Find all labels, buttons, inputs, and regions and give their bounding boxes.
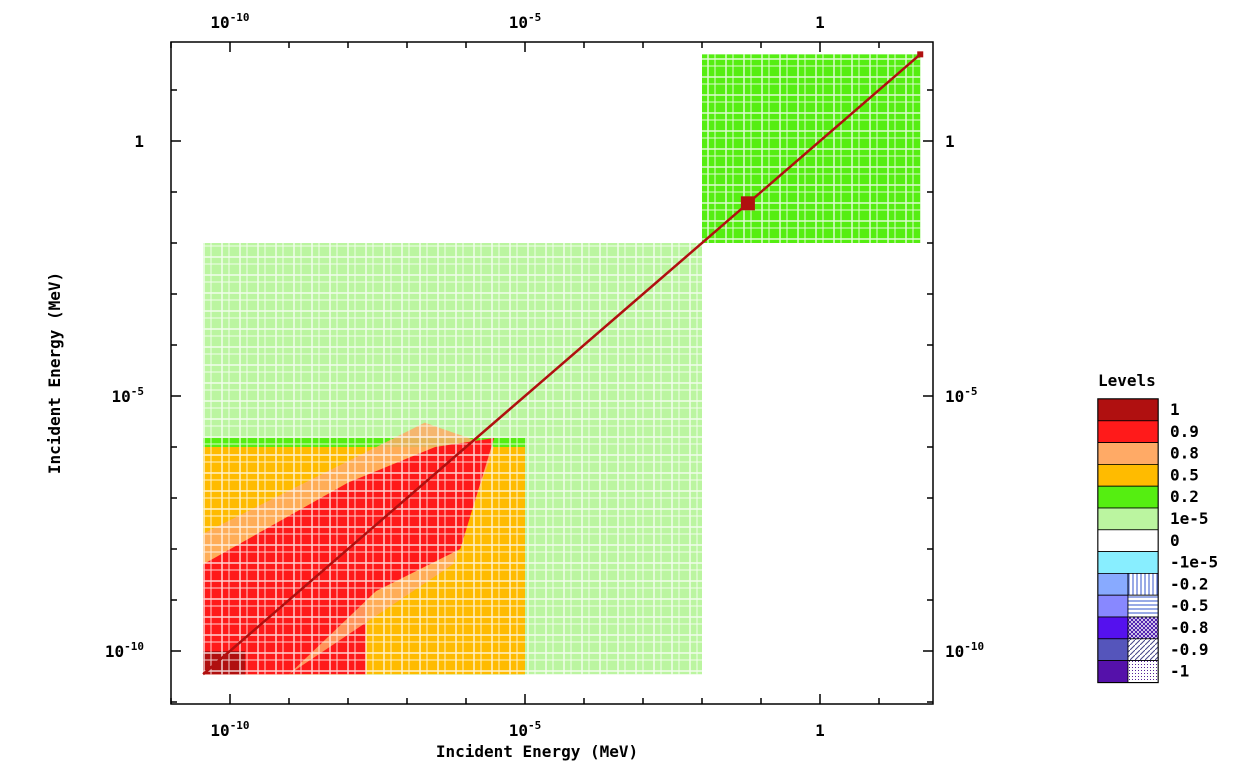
legend-label: 1e-5	[1170, 509, 1209, 528]
legend-label: -0.9	[1170, 640, 1209, 659]
legend-swatch	[1097, 442, 1159, 465]
legend-label: 0.2	[1170, 487, 1199, 506]
legend-label: 0.5	[1170, 465, 1199, 484]
legend-item: -0.8	[1097, 616, 1209, 640]
diagonal-endpoint	[917, 51, 924, 58]
legend-swatch	[1097, 551, 1159, 574]
legend-swatch	[1097, 398, 1159, 422]
diagonal-line	[202, 53, 922, 676]
x-tick-label-bottom: 1	[815, 721, 825, 740]
legend-item: -0.2	[1097, 573, 1209, 596]
legend: Levels 1 0.9 0.8 0.5 0.2 1e-5 0 -1e-5 -0.2 -0.5 -0…	[1097, 371, 1218, 684]
diagonal-hotspot	[740, 196, 755, 211]
legend-item: 0.5	[1097, 463, 1199, 487]
legend-item: -1	[1097, 660, 1189, 683]
legend-pattern	[1127, 638, 1159, 661]
legend-item: 0	[1097, 529, 1180, 552]
legend-item: 0.8	[1097, 442, 1199, 465]
y-tick-label-left: 1	[134, 132, 144, 151]
x-tick-label-top: 10-10	[210, 11, 249, 32]
legend-swatch	[1097, 463, 1159, 487]
x-tick-label-top: 10-5	[509, 11, 542, 32]
legend-title: Levels	[1098, 371, 1156, 390]
legend-swatch	[1097, 638, 1129, 661]
plot-area	[202, 51, 924, 676]
y-tick-label-right: 10-10	[945, 640, 984, 661]
y-tick-label-right: 1	[945, 132, 955, 151]
axis-ticks	[170, 42, 933, 704]
legend-swatch	[1097, 420, 1159, 443]
legend-item: -0.5	[1097, 594, 1209, 618]
y-tick-label-right: 10-5	[945, 385, 978, 406]
legend-item: -1e-5	[1097, 551, 1218, 574]
legend-label: -1e-5	[1170, 553, 1218, 572]
legend-label: 0.9	[1170, 422, 1199, 441]
legend-swatch	[1097, 573, 1129, 596]
legend-label: 0	[1170, 531, 1180, 550]
legend-swatch	[1097, 594, 1129, 618]
legend-label: 1	[1170, 400, 1180, 419]
legend-label: -0.8	[1170, 618, 1209, 637]
plot-frame	[170, 41, 934, 705]
legend-label: 0.8	[1170, 444, 1199, 463]
legend-swatch	[1097, 616, 1129, 640]
legend-label: -0.5	[1170, 596, 1209, 615]
y-tick-label-left: 10-10	[105, 640, 144, 661]
x-tick-label-bottom: 10-5	[509, 719, 542, 740]
legend-swatch	[1097, 529, 1159, 552]
x-axis-title: Incident Energy (MeV)	[436, 742, 638, 761]
legend-label: -0.2	[1170, 574, 1209, 593]
legend-item: -0.9	[1097, 638, 1209, 661]
legend-item: 1e-5	[1097, 507, 1209, 531]
legend-swatch	[1097, 485, 1159, 509]
x-tick-label-top: 1	[815, 13, 825, 32]
legend-pattern	[1127, 660, 1159, 683]
legend-pattern	[1127, 594, 1159, 618]
legend-swatch	[1097, 507, 1159, 531]
legend-swatch	[1097, 660, 1129, 683]
legend-pattern	[1127, 573, 1159, 596]
legend-item: 1	[1097, 398, 1180, 422]
legend-label: -1	[1170, 662, 1189, 681]
y-tick-label-left: 10-5	[111, 385, 144, 406]
axis-tick-labels: 10-10 10-10 10-5 10-5 1 1 1 1 10-5 10-5 10-10 10-10	[105, 11, 984, 740]
legend-item: 0.2	[1097, 485, 1199, 509]
legend-pattern	[1127, 616, 1159, 640]
x-tick-label-bottom: 10-10	[210, 719, 249, 740]
y-axis-title: Incident Energy (MeV)	[45, 272, 64, 474]
legend-item: 0.9	[1097, 420, 1199, 443]
